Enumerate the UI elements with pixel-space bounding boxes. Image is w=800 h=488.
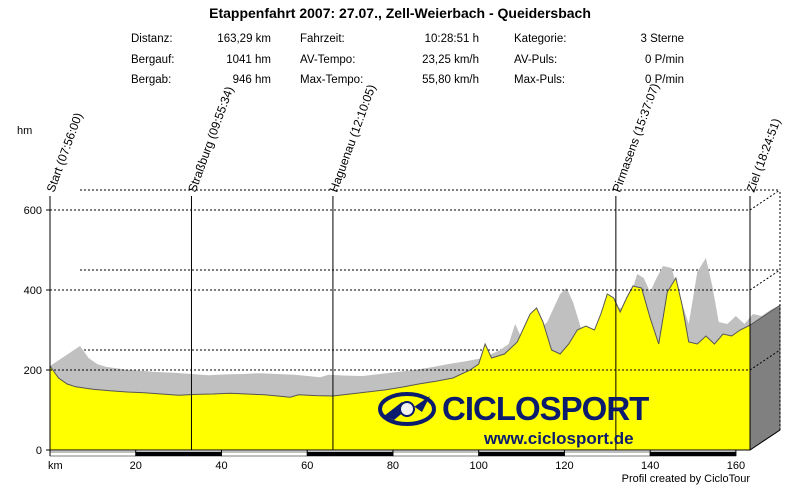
stat-max-pulse: Max-Puls: 0 P/min <box>514 70 684 91</box>
stat-label: AV-Puls: <box>514 53 558 66</box>
stat-label: Max-Puls: <box>514 74 566 86</box>
waypoint-label: Straßburg (09:55:34) <box>185 85 236 194</box>
x-scale-segment <box>221 451 308 457</box>
stat-label: Fahrzeit: <box>300 33 345 45</box>
stat-label: Distanz: <box>131 33 173 45</box>
y-axis-label: hm <box>17 125 32 137</box>
x-axis-label: km <box>48 460 63 472</box>
x-scale-segment <box>135 451 222 457</box>
stat-value: 946 hm <box>232 74 271 86</box>
stat-value: 163,29 km <box>217 33 271 45</box>
stat-value: 0 P/min <box>645 53 684 66</box>
stat-value: 55,80 km/h <box>422 74 479 86</box>
x-tick-label: 80 <box>387 460 399 472</box>
stat-value: 3 Sterne <box>640 33 684 45</box>
waypoint-label: Ziel (18:24:51) <box>744 117 784 194</box>
stat-label: Kategorie: <box>514 33 567 45</box>
stat-duration: Fahrzeit: 10:28:51 h <box>300 29 479 50</box>
x-scale-segment <box>392 451 479 457</box>
stat-distance: Distanz: 163,29 km <box>131 29 271 50</box>
y-tick-label: 200 <box>24 365 42 377</box>
x-tick-label: 160 <box>727 460 745 472</box>
chart-title: Etappenfahrt 2007: 27.07., Zell-Weierbac… <box>209 5 591 21</box>
y-tick-label: 0 <box>36 445 42 457</box>
stat-category: Kategorie: 3 Sterne <box>514 29 684 50</box>
stat-label: Bergauf: <box>131 53 175 66</box>
stat-value: 10:28:51 h <box>424 33 479 45</box>
stat-descent: Bergab: 946 hm <box>131 70 271 91</box>
waypoint-label: Pirmasens (15:37:07) <box>610 81 662 194</box>
logo-brand: CICLOSPORT <box>442 390 649 427</box>
x-tick-label: 140 <box>641 460 659 472</box>
waypoint-label: Haguenau (12:10:05) <box>327 83 379 194</box>
waypoint-label: Start (07:56:00) <box>44 111 86 194</box>
stat-max-speed: Max-Tempo: 55,80 km/h <box>300 70 479 91</box>
stat-value: 0 P/min <box>645 74 684 86</box>
stat-avg-speed: AV-Tempo: 23,25 km/h <box>300 50 479 71</box>
y-tick-label: 400 <box>24 285 42 297</box>
x-scale-segment <box>478 451 565 457</box>
x-tick-label: 40 <box>215 460 227 472</box>
x-tick-label: 60 <box>301 460 313 472</box>
x-scale-segment <box>306 451 394 457</box>
stat-label: AV-Tempo: <box>300 53 356 66</box>
profile-area <box>49 276 751 451</box>
x-tick-label: 20 <box>130 460 142 472</box>
ciclosport-swirl-icon <box>378 392 436 426</box>
grid-line-depth <box>749 269 781 291</box>
logo-url: www.ciclosport.de <box>484 429 634 448</box>
x-axis-depth <box>749 429 781 451</box>
stats-col-2: Fahrzeit: 10:28:51 h AV-Tempo: 23,25 km/h … <box>300 29 479 91</box>
profile-shadow <box>50 258 780 398</box>
x-scale-segment <box>564 451 651 457</box>
stat-value: 23,25 km/h <box>422 53 479 66</box>
credit-text: Profil created by CicloTour <box>621 473 750 485</box>
stat-avg-pulse: AV-Puls: 0 P/min <box>514 50 684 71</box>
stats-col-3: Kategorie: 3 Sterne AV-Puls: 0 P/min Max-P… <box>514 29 684 91</box>
stat-ascent: Bergauf: 1041 hm <box>131 50 271 71</box>
stat-value: 1041 hm <box>226 53 271 66</box>
y-tick-label: 600 <box>24 205 42 217</box>
profile-side <box>749 304 781 451</box>
stats-col-1: Distanz: 163,29 km Bergauf: 1041 hm Bergab… <box>131 29 271 91</box>
stat-label: Bergab: <box>131 74 172 86</box>
stat-label: Max-Tempo: <box>300 74 364 86</box>
x-tick-label: 120 <box>555 460 573 472</box>
x-scale-segment <box>649 451 737 457</box>
x-tick-label: 100 <box>470 460 488 472</box>
x-scale-segment <box>49 451 136 457</box>
